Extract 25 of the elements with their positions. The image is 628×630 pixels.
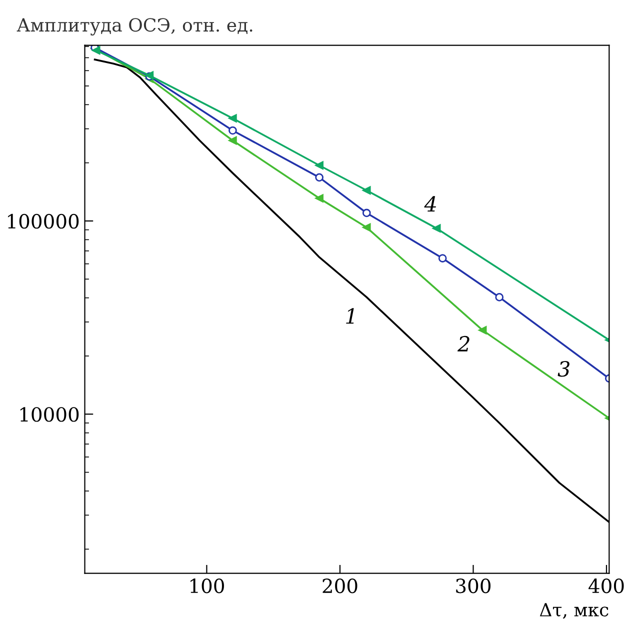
x-axis-title: Δτ, мкс — [540, 603, 608, 619]
point — [495, 293, 504, 302]
series-label: 3 — [558, 361, 570, 377]
x-tick-label: 100 — [190, 578, 224, 594]
point — [362, 223, 371, 232]
point — [362, 186, 371, 195]
point — [228, 114, 237, 122]
point — [315, 194, 324, 202]
point — [478, 326, 487, 334]
point — [315, 173, 324, 182]
series-label: 2 — [457, 336, 470, 352]
point — [228, 136, 237, 145]
x-tick-label: 400 — [588, 578, 624, 594]
point — [315, 161, 324, 170]
point — [438, 254, 447, 262]
y-tick-label: 10000 — [20, 407, 79, 422]
y-axis-title: Амплитуда ОСЭ, отн. ед. — [16, 18, 252, 36]
series-label: 1 — [346, 308, 354, 324]
series-label: 4 — [424, 196, 436, 212]
x-tick-label: 300 — [456, 578, 490, 594]
point — [432, 224, 441, 232]
x-tick-label: 200 — [322, 578, 358, 594]
point — [362, 208, 371, 218]
point — [228, 126, 237, 135]
y-tick-label: 100000 — [8, 214, 79, 229]
